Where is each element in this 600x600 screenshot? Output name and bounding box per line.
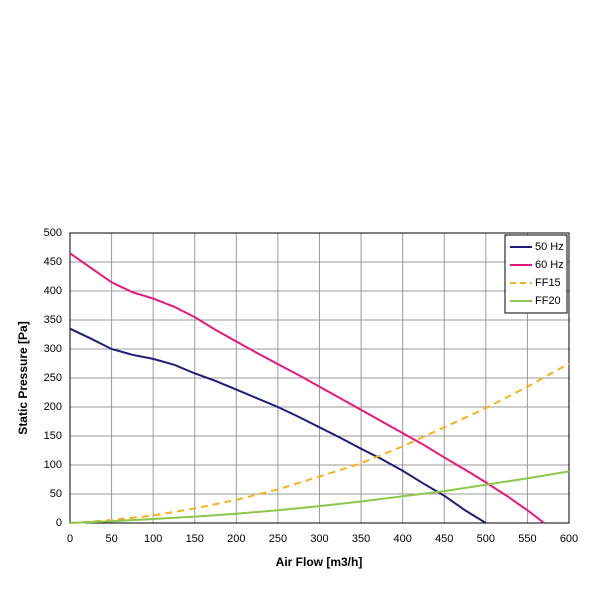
y-tick-label: 150	[44, 430, 62, 442]
series-line	[69, 470, 570, 524]
x-tick-label: 550	[518, 533, 536, 545]
y-axis-label: Static Pressure [Pa]	[16, 321, 30, 434]
x-tick-label: 250	[269, 533, 287, 545]
y-tick-label: 50	[50, 488, 62, 500]
x-tick-label: 500	[477, 533, 495, 545]
y-tick-label: 0	[56, 517, 62, 529]
x-tick-label: 350	[352, 533, 370, 545]
legend-label: FF15	[535, 277, 561, 289]
plot-border	[69, 232, 570, 524]
legend-label: 60 Hz	[535, 259, 564, 271]
y-tick-label: 500	[44, 227, 62, 239]
y-tick-label: 400	[44, 285, 62, 297]
y-tick-label: 100	[44, 459, 62, 471]
series-line	[69, 362, 570, 524]
x-axis-label: Air Flow [m3/h]	[276, 555, 363, 569]
legend-label: 50 Hz	[535, 241, 564, 253]
x-tick-label: 200	[227, 533, 245, 545]
series-line	[69, 252, 545, 524]
y-tick-label: 200	[44, 401, 62, 413]
x-tick-label: 0	[67, 533, 73, 545]
series-line	[69, 327, 487, 524]
x-tick-label: 50	[105, 533, 117, 545]
x-tick-label: 300	[310, 533, 328, 545]
y-tick-label: 300	[44, 343, 62, 355]
x-tick-label: 100	[144, 533, 162, 545]
y-tick-label: 350	[44, 314, 62, 326]
x-tick-label: 400	[393, 533, 411, 545]
legend-label: FF20	[535, 295, 561, 307]
y-tick-label: 250	[44, 372, 62, 384]
x-tick-label: 600	[560, 533, 578, 545]
y-tick-label: 450	[44, 256, 62, 268]
x-tick-label: 450	[435, 533, 453, 545]
x-tick-label: 150	[186, 533, 204, 545]
